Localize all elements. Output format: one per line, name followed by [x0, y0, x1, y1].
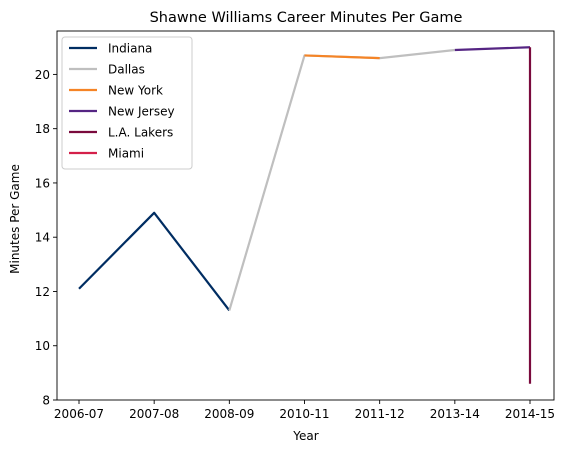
legend-label: L.A. Lakers	[108, 126, 173, 140]
y-tick-label: 20	[35, 68, 50, 82]
y-tick-label: 8	[42, 394, 50, 408]
x-tick-label: 2006-07	[54, 407, 104, 421]
series-line-1	[228, 48, 455, 311]
y-tick-label: 14	[35, 231, 50, 245]
y-tick-label: 12	[35, 285, 50, 299]
legend-label: New Jersey	[108, 105, 175, 119]
legend-label: Indiana	[108, 42, 152, 56]
legend-label: Dallas	[108, 63, 145, 77]
plot-lines	[78, 46, 532, 384]
y-axis: 8 10 12 14 16 18 20	[35, 68, 57, 408]
y-tick-label: 16	[35, 176, 50, 190]
plot-frame	[56, 30, 555, 401]
legend: Indiana Dallas New York New Jersey L.A. Lake…	[61, 36, 193, 170]
x-tick-label: 2007-08	[129, 407, 179, 421]
x-tick-label: 2013-14	[430, 407, 480, 421]
x-axis-label: Year	[292, 429, 318, 443]
series-line-3	[454, 46, 531, 52]
y-axis-label: Minutes Per Game	[8, 164, 22, 274]
x-tick-label: 2010-11	[279, 407, 329, 421]
x-axis: 2006-07 2007-08 2008-09 2010-11 2011-12 2013-…	[54, 400, 555, 421]
chart-title: Shawne Williams Career Minutes Per Game	[150, 10, 463, 26]
x-tick-label: 2008-09	[204, 407, 254, 421]
y-tick-label: 18	[35, 122, 50, 136]
series-line-0	[78, 211, 231, 312]
legend-label: New York	[108, 84, 163, 98]
y-tick-label: 10	[35, 339, 50, 353]
x-tick-label: 2014-15	[505, 407, 555, 421]
legend-label: Miami	[108, 147, 144, 161]
series-line-2	[304, 54, 380, 60]
x-tick-label: 2011-12	[355, 407, 405, 421]
